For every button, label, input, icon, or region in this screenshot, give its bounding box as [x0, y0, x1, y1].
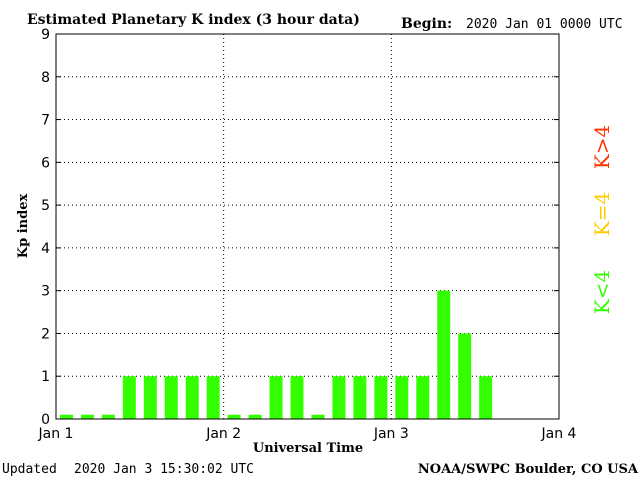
y-tick-label: 2	[41, 326, 50, 342]
kp-bar	[122, 376, 136, 419]
kp-bar	[185, 376, 199, 419]
y-tick-label: 8	[41, 70, 50, 86]
kp-bar	[60, 414, 73, 419]
x-tick-label: Jan 3	[373, 426, 409, 442]
kp-bar	[416, 376, 430, 419]
y-tick-label: 3	[41, 284, 50, 300]
source-credit: NOAA/SWPC Boulder, CO USA	[418, 462, 639, 477]
x-tick-label: Jan 1	[38, 426, 74, 442]
kp-bar	[164, 376, 178, 419]
bar-series	[60, 290, 493, 419]
x-tick-labels: Jan 1 Jan 2 Jan 3 Jan 4	[38, 426, 577, 442]
kp-bar	[206, 376, 220, 419]
y-tick-label: 7	[41, 113, 50, 129]
y-tick-label: 4	[41, 241, 50, 257]
kp-bar	[290, 376, 304, 419]
y-tick-labels: 0 1 2 3 4 5 6 7 8 9	[41, 27, 50, 428]
legend-equal: K=4	[590, 192, 614, 236]
kp-bar	[101, 414, 115, 419]
begin-label: Begin:	[401, 16, 452, 32]
kp-bar	[332, 376, 346, 419]
x-tick-label: Jan 4	[541, 426, 577, 442]
kp-bar	[437, 290, 451, 419]
kp-bar	[143, 376, 157, 419]
y-tick-label: 6	[41, 155, 50, 171]
kp-bar	[374, 376, 388, 419]
begin-value: 2020 Jan 01 0000 UTC	[466, 17, 623, 32]
kp-bar	[80, 414, 94, 419]
y-tick-label: 0	[41, 412, 50, 428]
kp-bar	[353, 376, 367, 419]
kp-bar	[248, 414, 262, 419]
kp-bar	[479, 376, 493, 419]
plot-frame	[55, 33, 560, 420]
y-tick-label: 5	[41, 198, 50, 214]
chart-title: Estimated Planetary K index (3 hour data…	[27, 12, 360, 28]
kp-bar	[458, 333, 472, 419]
y-tick-label: 9	[41, 27, 50, 43]
kp-bar	[311, 414, 325, 419]
kp-bar	[227, 414, 241, 419]
y-tick-label: 1	[41, 369, 50, 385]
y-axis-label: Kp index	[16, 194, 31, 259]
x-axis-label: Universal Time	[253, 441, 363, 456]
kp-bar	[269, 376, 283, 419]
updated-value: 2020 Jan 3 15:30:02 UTC	[74, 462, 254, 477]
legend-above: K>4	[590, 125, 614, 169]
kp-bar	[395, 376, 409, 419]
x-tick-label: Jan 2	[205, 426, 241, 442]
grid-lines	[56, 33, 559, 420]
updated-label: Updated	[2, 462, 57, 477]
legend-below: K<4	[590, 270, 614, 314]
